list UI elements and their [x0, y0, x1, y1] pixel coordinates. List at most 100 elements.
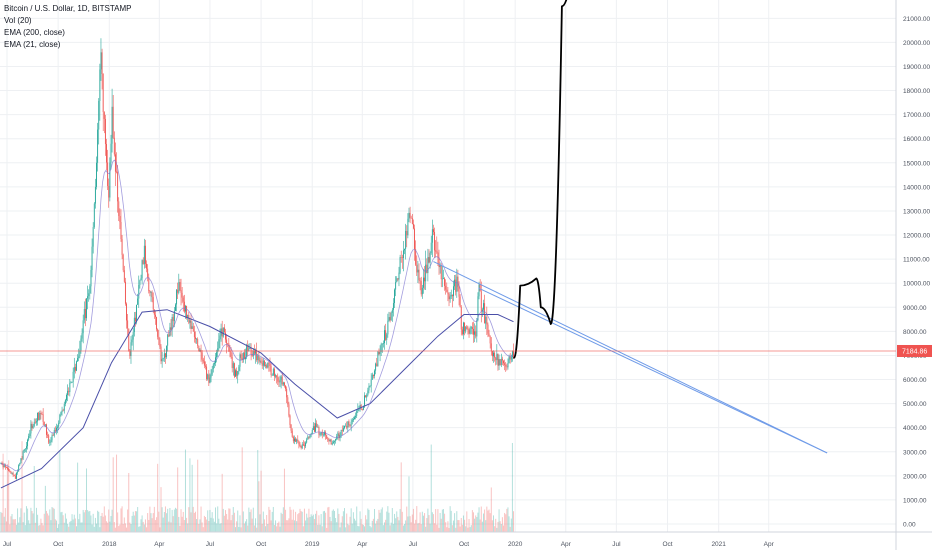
candle-body [307, 436, 309, 440]
volume-bar [418, 522, 420, 532]
candle-body [101, 52, 103, 74]
volume-bar [257, 449, 259, 532]
candle-body [437, 252, 439, 258]
volume-bar [341, 516, 343, 532]
candle-body [13, 474, 15, 476]
volume-bar [117, 512, 119, 532]
candle-body [110, 143, 112, 163]
y-tick-label: 21000.00 [903, 16, 930, 23]
volume-bar [247, 525, 249, 532]
volume-bar [429, 523, 431, 532]
candle-body [149, 291, 151, 293]
volume-bar [507, 507, 509, 532]
candle-body [226, 339, 228, 344]
volume-bar [435, 509, 437, 532]
candle-body [310, 433, 312, 435]
candle-body [213, 363, 215, 365]
volume-bar [321, 526, 323, 532]
volume-bar [196, 519, 198, 532]
volume-bar [272, 506, 274, 532]
volume-bar [358, 526, 360, 532]
candle-body [340, 430, 342, 436]
candle-body [87, 296, 89, 299]
x-tick-label: Oct [662, 541, 672, 548]
volume-bar [217, 506, 219, 532]
volume-bar [476, 517, 478, 532]
candle-body [247, 345, 249, 352]
volume-bar [305, 520, 307, 532]
candle-body [434, 232, 436, 251]
volume-bar [481, 521, 483, 532]
volume-bar [434, 523, 436, 532]
candle-body [178, 282, 180, 293]
volume-bar [438, 527, 440, 532]
trendlines[interactable] [433, 261, 828, 454]
volume-bar [110, 516, 112, 532]
candle-body [414, 228, 415, 250]
symbol-title: Bitcoin / U.S. Dollar, 1D, BITSTAMP [4, 4, 132, 13]
y-tick-label: 17000.00 [903, 112, 930, 119]
candle-body [280, 376, 282, 380]
volume-bar [455, 527, 457, 532]
volume-bar [7, 464, 9, 532]
volume-bar [288, 518, 290, 532]
volume-bar [494, 526, 496, 532]
candle-body [142, 260, 144, 265]
candle-body [460, 307, 462, 330]
volume-bar [380, 509, 382, 532]
volume-bar [332, 509, 334, 532]
indicator-ema-21[interactable]: EMA (21, close) [4, 40, 61, 49]
volume-bar [70, 520, 72, 532]
candle-body [48, 435, 50, 443]
y-tick-label: 6000.00 [903, 377, 927, 384]
volume-bar [449, 506, 451, 532]
volume-bar [415, 519, 417, 532]
indicator-volume[interactable]: Vol (20) [4, 16, 32, 25]
candle-body [203, 361, 205, 366]
volume-bar [298, 513, 300, 532]
volume-bar [100, 515, 102, 532]
indicator-ema-200[interactable]: EMA (200, close) [4, 28, 65, 37]
time-axis[interactable]: Jul Oct 2018 Apr Jul Oct 2019 Apr Jul Oct 2020 Apr J… [0, 531, 932, 548]
candle-body [463, 322, 464, 335]
volume-bar [35, 507, 37, 532]
projection-drawing[interactable] [513, 0, 568, 359]
candle-body [235, 370, 236, 377]
candle-body [18, 465, 20, 472]
volume-bar [210, 517, 212, 532]
volume-bar [245, 521, 247, 532]
volume-bar [90, 515, 92, 532]
volume-bar [47, 513, 49, 532]
candle-body [369, 385, 371, 387]
volume-bar [290, 509, 292, 532]
candle-body [294, 438, 295, 442]
candle-body [270, 366, 272, 376]
volume-bar [136, 511, 138, 532]
candle-body [297, 439, 299, 442]
x-tick-label: Jul [612, 541, 621, 548]
volume-bar [427, 508, 429, 532]
candle-body [123, 270, 125, 282]
volume-bar [83, 512, 85, 532]
volume-bar [204, 517, 206, 532]
candle-body [151, 292, 153, 298]
candle-body [364, 395, 365, 407]
volume-bar [361, 524, 363, 532]
volume-bar [496, 527, 498, 532]
candle-body [130, 342, 132, 356]
candle-body [497, 353, 499, 366]
volume-bar [504, 512, 506, 532]
volume-bar [139, 526, 141, 532]
volume-bar [511, 442, 513, 532]
ema-200-series [0, 309, 514, 489]
candle-body [430, 242, 432, 253]
candle-body [386, 334, 388, 340]
price-axis[interactable]: 0.00 1000.00 2000.00 3000.00 4000.00 5000.00 6… [895, 0, 930, 550]
candle-body [197, 338, 199, 346]
volume-bar [299, 508, 301, 532]
volume-bar [232, 507, 234, 532]
volume-bar [221, 473, 223, 532]
candle-body [304, 445, 305, 447]
volume-bar [293, 520, 295, 532]
